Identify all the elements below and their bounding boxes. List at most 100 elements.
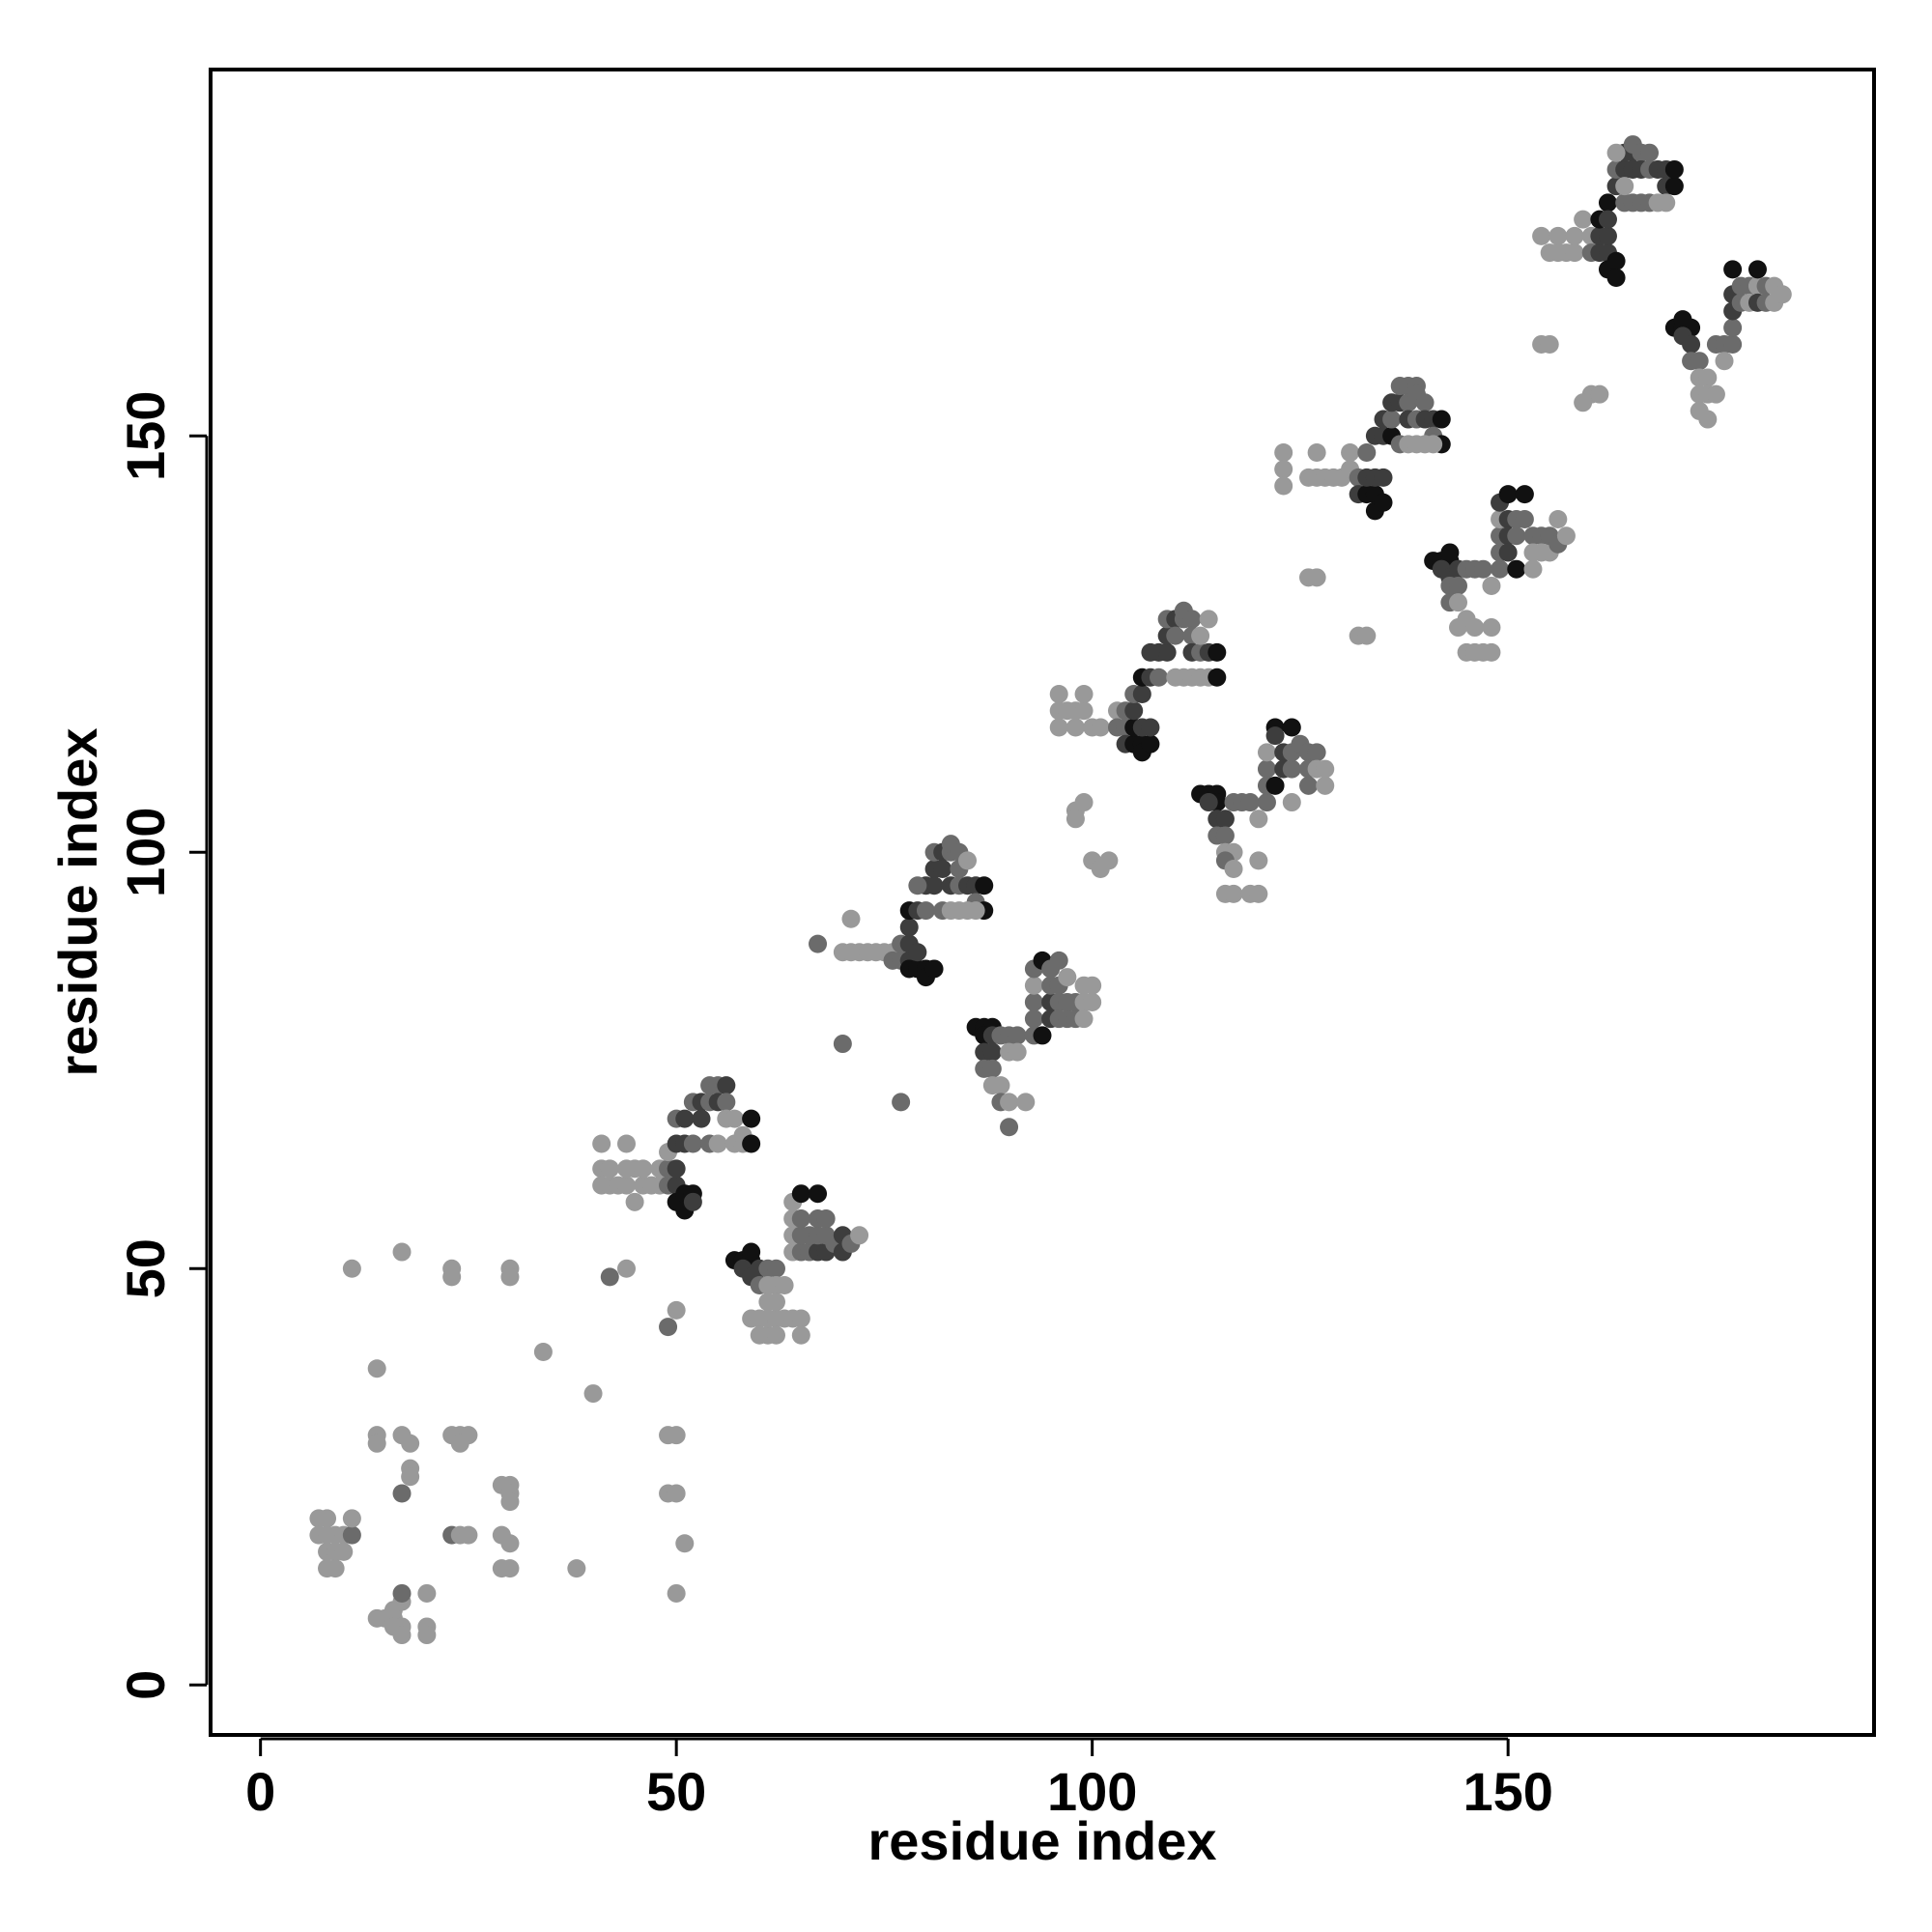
x-tick-label: 50 — [646, 1761, 706, 1822]
data-point — [1150, 668, 1169, 687]
data-point — [1523, 559, 1543, 579]
data-point — [766, 1293, 785, 1312]
data-point — [833, 1035, 852, 1054]
data-point — [924, 959, 944, 979]
data-point — [1049, 685, 1068, 703]
data-point — [600, 1159, 619, 1179]
x-tick-label: 150 — [1463, 1761, 1552, 1822]
data-point — [958, 851, 978, 870]
data-point — [1208, 642, 1227, 662]
x-axis-label: residue index — [867, 1810, 1216, 1871]
data-point — [1141, 734, 1160, 753]
data-point — [1157, 642, 1177, 662]
data-point — [1548, 509, 1568, 528]
data-point — [1141, 642, 1160, 662]
data-point — [1132, 685, 1151, 703]
data-point — [392, 1583, 412, 1603]
data-point — [450, 1434, 469, 1453]
data-point — [1374, 468, 1393, 487]
points-layer — [309, 135, 1792, 1645]
data-point — [683, 1192, 702, 1211]
data-point — [1440, 543, 1460, 562]
data-point — [1698, 368, 1718, 387]
data-point — [1215, 810, 1235, 829]
data-point — [500, 1492, 520, 1512]
data-point — [708, 1134, 727, 1153]
data-point — [1498, 543, 1518, 562]
data-point — [1606, 143, 1626, 162]
data-point — [1565, 243, 1584, 263]
data-point — [775, 1276, 794, 1295]
data-point — [791, 1325, 810, 1345]
data-point — [1507, 526, 1526, 546]
data-point — [617, 1176, 636, 1195]
data-point — [1382, 410, 1402, 429]
data-point — [1706, 384, 1725, 404]
data-point — [1482, 576, 1501, 595]
data-point — [442, 1267, 462, 1287]
data-point — [1240, 793, 1260, 812]
data-point — [1282, 793, 1301, 812]
data-point — [1590, 384, 1609, 404]
data-point — [1773, 285, 1792, 304]
data-point — [667, 1583, 686, 1603]
data-point — [1016, 1093, 1036, 1112]
data-point — [1257, 759, 1276, 779]
data-point — [1307, 743, 1326, 762]
data-point — [1199, 793, 1218, 812]
data-point — [1747, 260, 1767, 279]
data-point — [1166, 626, 1185, 645]
data-point — [567, 1559, 586, 1578]
data-point — [742, 1109, 761, 1128]
data-point — [1698, 410, 1718, 429]
data-point — [500, 1267, 520, 1287]
data-point — [1000, 1118, 1019, 1137]
data-point — [1515, 509, 1534, 528]
data-point — [692, 1109, 711, 1128]
data-point — [1024, 976, 1043, 995]
data-point — [392, 1242, 412, 1262]
data-point — [1224, 860, 1243, 879]
data-point — [742, 1242, 761, 1262]
plot-frame — [209, 68, 1876, 1737]
data-point — [1374, 493, 1393, 512]
data-point — [1000, 1093, 1019, 1112]
data-point — [1141, 718, 1160, 737]
data-point — [809, 1184, 828, 1204]
x-tick-label: 0 — [245, 1761, 275, 1822]
data-point — [1065, 810, 1085, 829]
data-point — [1033, 1026, 1052, 1045]
data-point — [1249, 810, 1268, 829]
data-point — [1598, 226, 1617, 245]
data-point — [766, 1325, 785, 1345]
data-point — [659, 1318, 678, 1337]
data-point — [966, 901, 985, 921]
data-point — [1715, 352, 1734, 371]
data-point — [908, 943, 927, 962]
data-point — [1024, 1009, 1043, 1029]
data-point — [326, 1559, 345, 1578]
data-point — [342, 1525, 361, 1545]
data-point — [1074, 685, 1094, 703]
y-tick-label: 50 — [115, 1238, 176, 1298]
y-axis-label: residue index — [47, 727, 108, 1076]
data-point — [1507, 559, 1526, 579]
data-point — [1215, 826, 1235, 845]
data-point — [592, 1134, 611, 1153]
data-point — [1357, 626, 1377, 645]
data-point — [318, 1509, 337, 1528]
data-point — [1556, 526, 1576, 546]
y-axis: 0 50 100 150 — [115, 391, 209, 1700]
data-point — [1449, 593, 1467, 612]
data-point — [617, 1134, 636, 1153]
data-point — [500, 1559, 520, 1578]
data-point — [1208, 668, 1227, 687]
data-point — [1540, 334, 1559, 354]
data-point — [1083, 976, 1102, 995]
data-point — [933, 860, 952, 879]
data-point — [1257, 793, 1276, 812]
data-point — [991, 1076, 1010, 1095]
data-point — [401, 1467, 420, 1487]
data-point — [1482, 642, 1501, 662]
